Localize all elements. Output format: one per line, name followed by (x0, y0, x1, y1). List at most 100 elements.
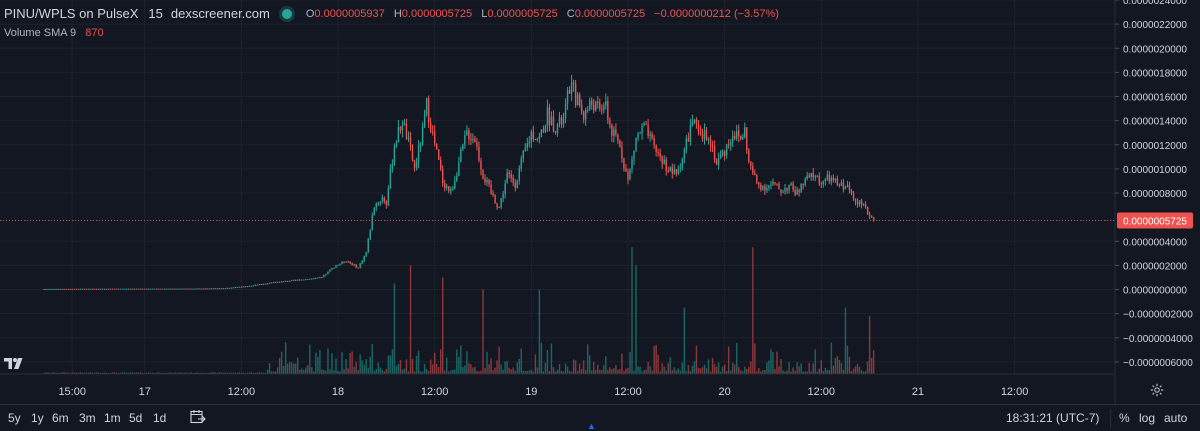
volume-indicator-label: Volume SMA 9 (4, 27, 77, 39)
candle-body (109, 288, 112, 290)
volume-bars (43, 247, 875, 375)
volume-bar (49, 372, 51, 374)
timeframe-5d[interactable]: 5d (129, 411, 143, 425)
volume-bar (349, 352, 351, 374)
y-tick-label: −0.0000002000 (1123, 310, 1193, 321)
market-status-icon (281, 8, 292, 19)
candle-body (309, 278, 311, 280)
volume-bar (768, 360, 770, 374)
chart-clock[interactable]: 18:31:21 (UTC-7) (1006, 411, 1100, 425)
volume-bar (246, 372, 249, 374)
auto-scale-toggle[interactable]: auto (1164, 411, 1188, 425)
candle-body (858, 200, 861, 205)
volume-bar (615, 364, 617, 374)
candle-body (282, 281, 285, 283)
volume-bar (79, 372, 81, 374)
tradingview-logo-icon[interactable] (4, 356, 26, 370)
volume-bar (562, 371, 565, 374)
timeframe-3m[interactable]: 3m (79, 411, 96, 425)
volume-bar (444, 370, 446, 374)
volume-bar (158, 372, 160, 374)
candle-body (176, 288, 178, 290)
interval-label[interactable]: 15 (148, 6, 163, 21)
timeframe-5y[interactable]: 5y (8, 411, 21, 425)
volume-bar (796, 361, 798, 374)
volume-bar (226, 372, 228, 374)
candle-body (625, 168, 627, 172)
candle-body (369, 230, 371, 239)
candle-body (373, 207, 375, 216)
volume-bar (607, 369, 609, 374)
volume-legend[interactable]: Volume SMA 9 870 (4, 27, 104, 39)
candle-body (49, 288, 51, 290)
candle-body (347, 261, 349, 263)
candle-body (43, 288, 45, 290)
y-tick-label: 0.0000008000 (1123, 189, 1187, 200)
volume-bar (484, 368, 486, 374)
time-axis[interactable]: 15:00 17 12:00 18 12:00 19 12:00 20 12:00 21 12:00 (0, 373, 1115, 398)
volume-bar (123, 372, 126, 374)
candle-body (431, 131, 434, 133)
volume-bar (220, 372, 222, 374)
x-tick-label: 12:00 (228, 386, 256, 398)
candle-body (321, 277, 323, 279)
candle-body (574, 83, 577, 106)
candle-body (379, 201, 382, 203)
timeframe-1d[interactable]: 1d (153, 411, 167, 425)
volume-bar (872, 350, 875, 374)
candle-body (117, 288, 120, 290)
timeframe-6m[interactable]: 6m (52, 411, 69, 425)
volume-bar (659, 371, 661, 374)
candle-body (488, 179, 490, 185)
volume-bar (208, 372, 210, 374)
candle-body (758, 182, 760, 185)
timeframe-1m[interactable]: 1m (104, 411, 121, 425)
volume-bar (286, 363, 289, 374)
percent-scale-toggle[interactable]: % (1119, 411, 1130, 425)
volume-bar (814, 349, 816, 374)
y-tick-label: 0.0000014000 (1123, 117, 1187, 128)
volume-bar (756, 371, 758, 374)
candle-body (782, 191, 784, 193)
candle-body (361, 260, 363, 264)
volume-bar (550, 343, 553, 374)
candle-body (174, 288, 176, 290)
candle-body (395, 142, 398, 147)
volume-bar (675, 370, 678, 374)
chart-canvas[interactable]: 0.0000005725 0.00000240000.00000220000.0… (0, 0, 1200, 404)
volume-bar (258, 372, 261, 374)
gear-icon[interactable] (1150, 383, 1164, 397)
candle-body (768, 185, 770, 189)
last-price-line: 0.0000005725 (0, 212, 1193, 229)
timeframe-1y[interactable]: 1y (31, 411, 44, 425)
candle-body (458, 162, 460, 176)
candle-body (665, 159, 667, 171)
candle-body (524, 148, 526, 152)
volume-bar (460, 345, 462, 374)
volume-bar (844, 307, 847, 374)
volume-bar (568, 371, 571, 374)
candle-body (232, 287, 235, 289)
toolbar-divider (1110, 409, 1111, 427)
price-axis[interactable]: 0.0000024000 0.0000022000 0.0000020000 0.00… (1114, 0, 1193, 404)
candle-body (794, 189, 796, 195)
candle-body (57, 288, 59, 290)
x-tick-label: 12:00 (808, 386, 836, 398)
candle-body (657, 151, 659, 154)
log-scale-toggle[interactable]: log (1139, 411, 1156, 425)
chevron-up-icon[interactable]: ▲ (587, 421, 596, 431)
volume-bar (417, 350, 420, 374)
volume-bar (738, 366, 740, 374)
candle-body (520, 158, 522, 169)
candle-body (85, 288, 88, 290)
volume-bar (655, 344, 657, 374)
volume-bar (701, 367, 704, 374)
candle-body (607, 101, 609, 121)
candle-body (413, 160, 416, 168)
volume-bar (266, 369, 269, 374)
volume-bar (470, 364, 472, 374)
candle-body (284, 280, 287, 282)
goto-date-icon[interactable] (190, 410, 206, 424)
symbol-pair[interactable]: PINU/WPLS on PulseX (4, 6, 139, 21)
